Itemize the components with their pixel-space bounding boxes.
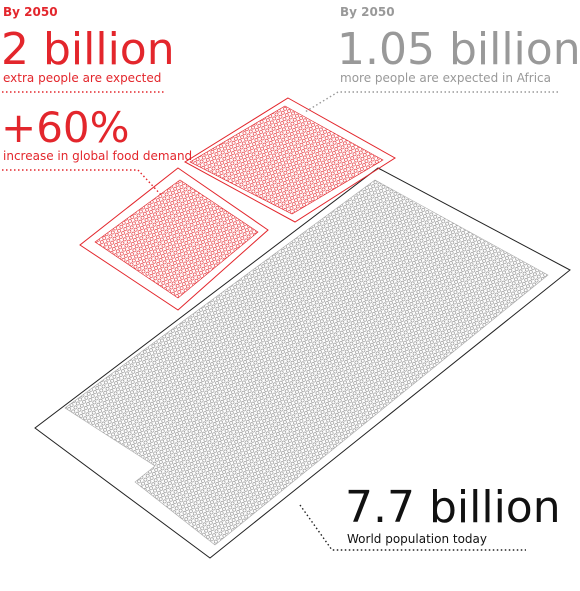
caption: extra people are expected (3, 71, 161, 85)
population-block (64, 179, 549, 546)
label: By 2050 (340, 5, 395, 19)
headline: 1.05 billion (337, 24, 580, 75)
platform (184, 97, 396, 223)
label: By 2050 (3, 5, 58, 19)
caption: more people are expected in Africa (340, 71, 551, 85)
population-block (189, 105, 384, 215)
leader-line (2, 169, 163, 197)
headline: 2 billion (1, 24, 175, 75)
platform (34, 167, 571, 559)
caption: World population today (347, 532, 487, 546)
leader-line (304, 91, 558, 113)
population-block (94, 179, 259, 299)
caption: increase in global food demand (3, 149, 192, 163)
headline: +60% (1, 103, 130, 152)
leader-line (299, 504, 526, 551)
platform (79, 167, 269, 311)
headline: 7.7 billion (345, 482, 561, 533)
